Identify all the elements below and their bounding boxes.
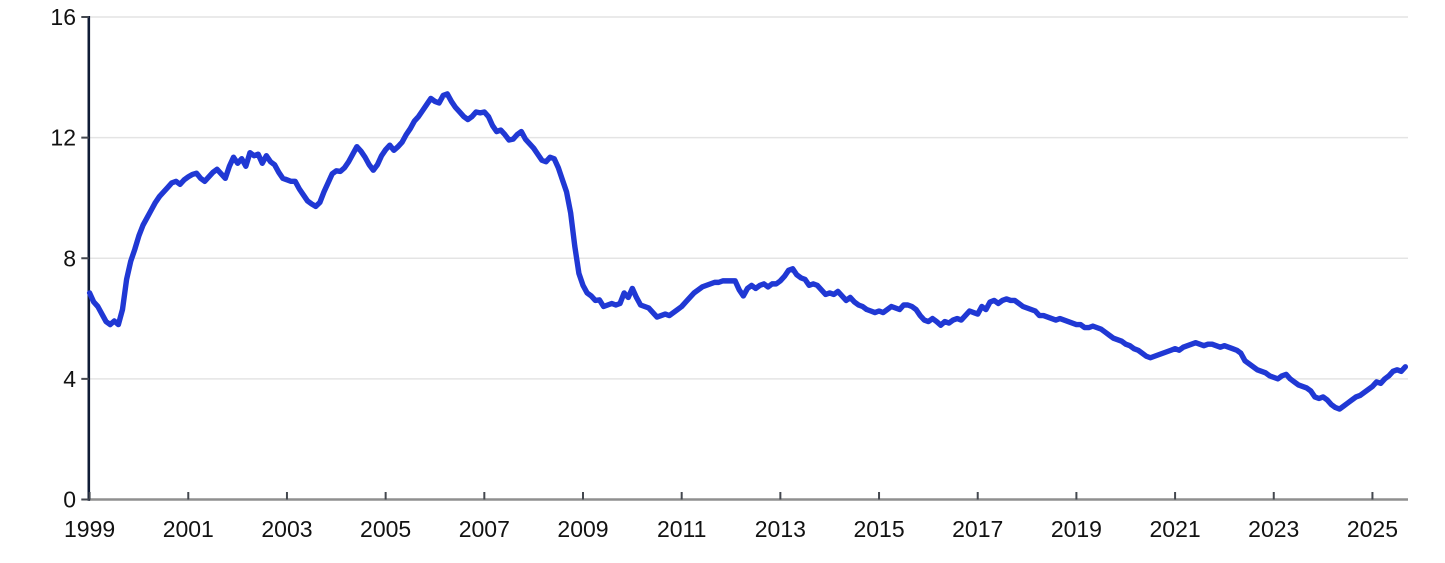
x-axis-tick-label: 2025 [1347,516,1398,542]
x-axis-tick-label: 2023 [1248,516,1299,542]
x-axis-tick-label: 2009 [557,516,608,542]
x-axis-tick-label: 2021 [1149,516,1200,542]
data-line [86,91,1409,412]
x-axis-tick-label: 2005 [360,516,411,542]
x-axis-tick-label: 2007 [459,516,510,542]
x-axis-tick-label: 1999 [64,516,115,542]
y-axis-tick-label: 16 [50,4,76,30]
x-axis-tick-label: 2015 [853,516,904,542]
y-axis-tick-label: 0 [63,487,76,513]
x-axis-tick-label: 2017 [952,516,1003,542]
x-axis-tick-label: 2013 [755,516,806,542]
y-axis-tick-label: 12 [50,125,76,151]
x-axis-tick-label: 2003 [261,516,312,542]
y-axis-tick-label: 8 [63,245,76,271]
x-axis-tick-label: 2011 [657,516,706,542]
x-axis-tick-label: 2019 [1051,516,1102,542]
x-axis-tick-label: 2001 [163,516,214,542]
y-axis-tick-label: 4 [63,366,76,392]
